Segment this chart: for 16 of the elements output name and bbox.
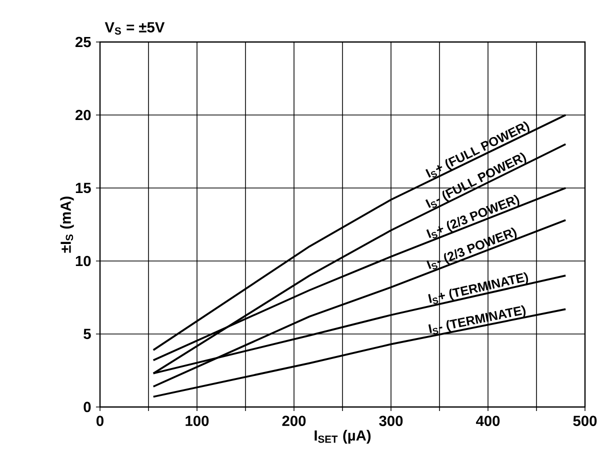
x-axis-title: I$_{SET}$ (µA) (314, 430, 371, 444)
y-tick-label: 15 (76, 182, 91, 194)
y-tick-label: 5 (84, 328, 91, 340)
y-tick-label: 25 (75, 36, 91, 48)
line-series (152, 114, 567, 351)
x-tick-label: 100 (186, 416, 209, 426)
x-tick-label: 400 (476, 416, 500, 426)
y-tick-label: 20 (75, 110, 91, 120)
x-tick-label: 500 (573, 416, 597, 426)
chart-title: V$_{S}$ = ±5V (104, 22, 165, 35)
y-tick-label: 10 (76, 256, 91, 266)
x-tick-label: 0 (96, 416, 104, 426)
y-axis-title: ±I$_{S}$ (mA) (60, 196, 74, 253)
x-tick-label: 300 (379, 416, 403, 426)
y-tick-label: 0 (84, 402, 91, 412)
x-tick-label: 200 (282, 416, 306, 426)
